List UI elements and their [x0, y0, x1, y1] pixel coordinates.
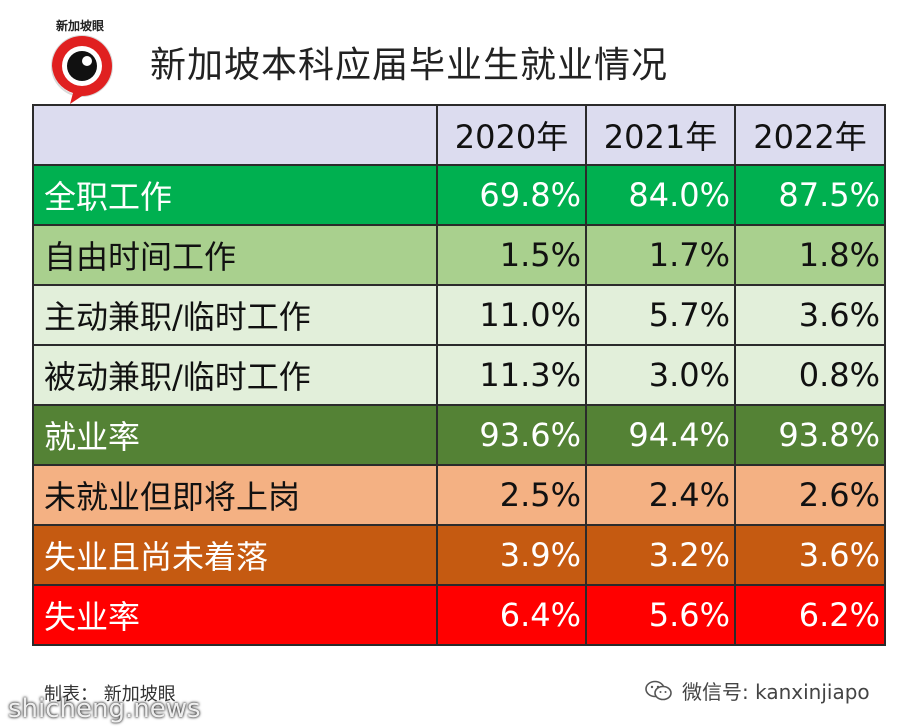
- cell-2022年: 1.8%: [734, 224, 886, 286]
- table-row: 被动兼职/临时工作 11.3% 3.0% 0.8%: [32, 344, 886, 406]
- row-label: 自由时间工作: [32, 224, 438, 286]
- row-label: 失业且尚未着落: [32, 524, 438, 586]
- table-row: 就业率 93.6% 94.4% 93.8%: [32, 404, 886, 466]
- cell-2022年: 0.8%: [734, 344, 886, 406]
- employment-table: 2020年 2021年 2022年 全职工作 69.8% 84.0% 87.5% 自由时…: [32, 104, 886, 646]
- cell-2020年: 93.6%: [436, 404, 587, 466]
- cell-2020年: 6.4%: [436, 584, 587, 646]
- table-credit: 制表： 新加坡眼: [44, 684, 176, 705]
- cell-2021年: 3.0%: [585, 344, 736, 406]
- cell-2021年: 3.2%: [585, 524, 736, 586]
- row-label: 失业率: [32, 584, 438, 646]
- cell-2022年: 2.6%: [734, 464, 886, 526]
- header-2021: 2021年: [585, 104, 736, 166]
- page-title: 新加坡本科应届毕业生就业情况: [150, 45, 669, 86]
- table-row: 失业率 6.4% 5.6% 6.2%: [32, 584, 886, 646]
- cell-2020年: 11.0%: [436, 284, 587, 346]
- wechat-text: 微信号: kanxinjiapo: [682, 680, 870, 704]
- cell-2020年: 11.3%: [436, 344, 587, 406]
- header-2022: 2022年: [734, 104, 886, 166]
- cell-2020年: 2.5%: [436, 464, 587, 526]
- wechat-id: 微信号: kanxinjiapo: [644, 676, 870, 705]
- cell-2022年: 87.5%: [734, 164, 886, 226]
- cell-2021年: 1.7%: [585, 224, 736, 286]
- header-2020: 2020年: [436, 104, 587, 166]
- logo-text: 新加坡眼: [56, 18, 104, 33]
- eye-logo-icon: 新加坡眼: [51, 18, 113, 104]
- cell-2022年: 93.8%: [734, 404, 886, 466]
- logo: 新加坡眼: [40, 14, 126, 106]
- cell-2021年: 94.4%: [585, 404, 736, 466]
- table-row: 全职工作 69.8% 84.0% 87.5%: [32, 164, 886, 226]
- cell-2020年: 3.9%: [436, 524, 587, 586]
- row-label: 全职工作: [32, 164, 438, 226]
- table-row: 主动兼职/临时工作 11.0% 5.7% 3.6%: [32, 284, 886, 346]
- cell-2022年: 6.2%: [734, 584, 886, 646]
- cell-2020年: 1.5%: [436, 224, 587, 286]
- header-corner: [32, 104, 438, 166]
- cell-2020年: 69.8%: [436, 164, 587, 226]
- cell-2021年: 5.6%: [585, 584, 736, 646]
- row-label: 未就业但即将上岗: [32, 464, 438, 526]
- cell-2021年: 5.7%: [585, 284, 736, 346]
- header-row: 2020年 2021年 2022年: [32, 104, 886, 166]
- cell-2021年: 2.4%: [585, 464, 736, 526]
- table-row: 失业且尚未着落 3.9% 3.2% 3.6%: [32, 524, 886, 586]
- table-row: 自由时间工作 1.5% 1.7% 1.8%: [32, 224, 886, 286]
- row-label: 就业率: [32, 404, 438, 466]
- table-row: 未就业但即将上岗 2.5% 2.4% 2.6%: [32, 464, 886, 526]
- row-label: 被动兼职/临时工作: [32, 344, 438, 406]
- cell-2022年: 3.6%: [734, 284, 886, 346]
- wechat-icon: [645, 680, 672, 700]
- row-label: 主动兼职/临时工作: [32, 284, 438, 346]
- cell-2022年: 3.6%: [734, 524, 886, 586]
- watermark: shicheng.news: [8, 694, 201, 724]
- cell-2021年: 84.0%: [585, 164, 736, 226]
